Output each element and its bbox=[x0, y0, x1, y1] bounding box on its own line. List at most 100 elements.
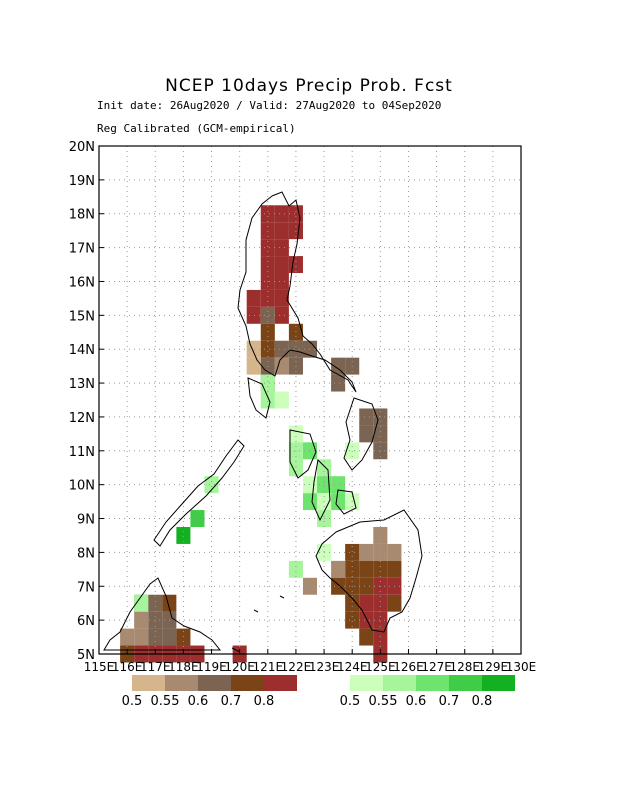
lon-label: 128E bbox=[449, 660, 480, 674]
lat-label: 12N bbox=[69, 411, 95, 426]
probability-cell bbox=[387, 594, 402, 612]
probability-cell bbox=[274, 306, 289, 324]
probability-cell bbox=[331, 476, 346, 494]
lon-label: 116E bbox=[112, 660, 143, 674]
panay-coast bbox=[289, 429, 317, 479]
probability-cell bbox=[274, 239, 289, 257]
legend-label: 0.6 bbox=[187, 694, 209, 709]
legend-swatch bbox=[231, 675, 264, 691]
subtitle-dates: Init date: 26Aug2020 / Valid: 27Aug2020 … bbox=[97, 99, 442, 112]
legend-swatch bbox=[198, 675, 231, 691]
lon-label: 117E bbox=[140, 660, 171, 674]
lon-label: 115E bbox=[84, 660, 115, 674]
lat-label: 14N bbox=[69, 343, 95, 358]
probability-cell bbox=[359, 560, 374, 578]
probability-cell bbox=[148, 594, 163, 612]
probability-cell bbox=[331, 493, 346, 511]
lat-label: 9N bbox=[77, 513, 95, 528]
probability-cell bbox=[288, 459, 303, 477]
lon-label: 122E bbox=[281, 660, 312, 674]
probability-cell bbox=[260, 239, 275, 257]
borneo-coast bbox=[103, 577, 222, 651]
probability-cells bbox=[120, 205, 402, 663]
probability-cell bbox=[288, 340, 303, 358]
legend-label: 0.5 bbox=[339, 694, 361, 709]
subtitle-method: Reg Calibrated (GCM-empirical) bbox=[97, 122, 296, 135]
probability-cell bbox=[359, 577, 374, 595]
legend-label: 0.8 bbox=[253, 694, 275, 709]
probability-cell bbox=[288, 425, 303, 443]
legend-label: 0.55 bbox=[368, 694, 398, 709]
legend-swatch bbox=[449, 675, 482, 691]
probability-cell bbox=[274, 340, 289, 358]
probability-cell bbox=[345, 560, 360, 578]
lat-label: 15N bbox=[69, 309, 95, 324]
probability-cell bbox=[246, 357, 261, 375]
probability-cell bbox=[274, 273, 289, 290]
lat-label: 16N bbox=[69, 275, 95, 290]
lat-label: 5N bbox=[77, 648, 95, 663]
probability-cell bbox=[176, 628, 191, 646]
lon-label: 123E bbox=[309, 660, 340, 674]
probability-cell bbox=[288, 323, 303, 341]
probability-cell bbox=[274, 205, 289, 223]
probability-cell bbox=[260, 256, 275, 273]
probability-cell bbox=[134, 628, 149, 646]
probability-cell bbox=[162, 628, 177, 646]
lon-label: 125E bbox=[365, 660, 396, 674]
probability-cell bbox=[260, 306, 275, 324]
probability-cell bbox=[359, 543, 374, 561]
probability-cell bbox=[359, 611, 374, 629]
lat-label: 11N bbox=[69, 445, 95, 460]
probability-cell bbox=[260, 205, 275, 223]
lat-label: 6N bbox=[77, 614, 95, 629]
probability-cell bbox=[190, 510, 205, 527]
probability-cell bbox=[134, 594, 149, 612]
probability-cell bbox=[274, 357, 289, 375]
probability-cell bbox=[373, 594, 388, 612]
legend-swatch bbox=[165, 675, 198, 691]
probability-cell bbox=[373, 628, 388, 646]
legend-swatch bbox=[132, 675, 165, 691]
legend-swatch bbox=[264, 675, 297, 691]
sulu-islands bbox=[231, 595, 285, 653]
probability-cell bbox=[345, 442, 360, 460]
map-title: NCEP 10days Precip Prob. Fcst bbox=[165, 76, 453, 96]
probability-cell bbox=[331, 560, 346, 578]
probability-cell bbox=[162, 594, 177, 612]
probability-cell bbox=[331, 374, 346, 392]
probability-cell bbox=[260, 374, 275, 392]
legend-label: 0.8 bbox=[471, 694, 493, 709]
probability-cell bbox=[373, 543, 388, 561]
lat-label: 8N bbox=[77, 546, 95, 561]
lon-label: 124E bbox=[337, 660, 368, 674]
probability-cell bbox=[373, 425, 388, 443]
legend-swatch bbox=[350, 675, 383, 691]
probability-cell bbox=[373, 611, 388, 629]
negros-cebu-coast bbox=[311, 458, 331, 522]
probability-cell bbox=[345, 594, 360, 612]
mindoro-coast bbox=[247, 377, 271, 419]
probability-cell bbox=[204, 476, 219, 494]
dry-legend bbox=[132, 675, 297, 691]
probability-cell bbox=[176, 527, 191, 544]
probability-cell bbox=[274, 289, 289, 307]
probability-cell bbox=[317, 459, 332, 477]
bohol-coast bbox=[335, 489, 357, 515]
lat-label: 17N bbox=[69, 242, 95, 257]
probability-cell bbox=[260, 391, 275, 409]
probability-cell bbox=[345, 611, 360, 629]
probability-cell bbox=[260, 340, 275, 358]
probability-cell bbox=[246, 306, 261, 324]
probability-cell bbox=[288, 442, 303, 460]
probability-cell bbox=[288, 205, 303, 223]
probability-cell bbox=[134, 611, 149, 629]
probability-cell bbox=[288, 560, 303, 578]
legend-label: 0.7 bbox=[438, 694, 460, 709]
palawan-coast bbox=[153, 439, 245, 547]
lat-label: 7N bbox=[77, 580, 95, 595]
lon-label: 129E bbox=[478, 660, 509, 674]
legend-label: 0.55 bbox=[150, 694, 180, 709]
lon-label: 120E bbox=[224, 660, 255, 674]
